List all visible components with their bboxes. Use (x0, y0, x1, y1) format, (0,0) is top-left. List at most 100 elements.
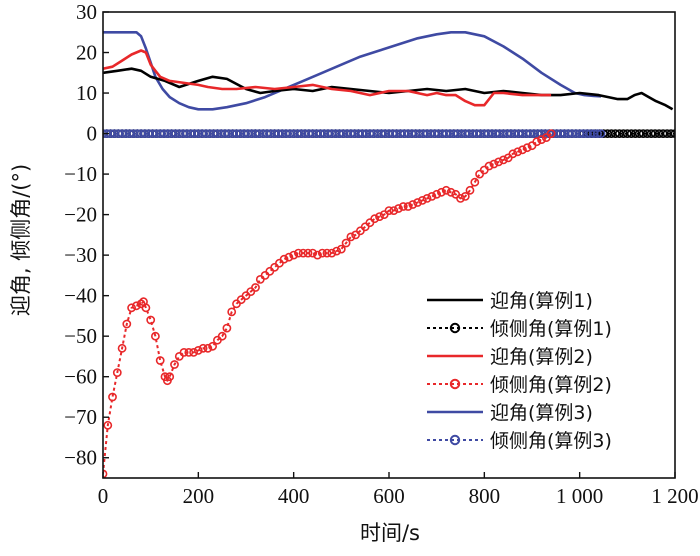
x-tick-label: 200 (183, 484, 215, 508)
series-point (165, 372, 175, 382)
series-point (465, 185, 475, 195)
y-tick-label: 30 (76, 0, 97, 24)
series-point (427, 191, 437, 201)
series-point (670, 129, 675, 138)
series-point (150, 331, 160, 341)
y-tick-label: −60 (64, 365, 97, 389)
x-tick-label: 800 (469, 484, 501, 508)
series-point (327, 248, 337, 258)
series-point (370, 214, 380, 224)
series-point (403, 202, 413, 211)
series-point (456, 193, 465, 203)
series-point (122, 319, 132, 329)
series-point (179, 347, 189, 357)
series-point (593, 129, 602, 138)
legend-label: 迎角(算例3) (490, 402, 593, 424)
series-point (174, 351, 184, 361)
y-tick-label: −30 (64, 243, 97, 267)
series-point (112, 368, 122, 377)
series-point (446, 187, 456, 197)
y-tick-label: −20 (64, 203, 97, 227)
y-tick-label: 0 (87, 122, 98, 146)
series-point (341, 238, 351, 248)
series-point (413, 198, 422, 207)
series-point (284, 252, 294, 262)
series-line (103, 30, 602, 111)
series-point (546, 129, 556, 138)
series-point (389, 206, 399, 215)
series-point (198, 343, 208, 353)
series-line (103, 67, 674, 111)
y-tick-label: −40 (64, 284, 97, 308)
series-point (494, 157, 503, 167)
series-point (375, 212, 384, 221)
series-point (408, 200, 418, 209)
y-tick-label: −70 (64, 405, 97, 429)
series-4 (103, 129, 556, 478)
series-point (484, 161, 494, 171)
legend-marker (449, 322, 461, 334)
series-point (203, 343, 213, 353)
series-point (279, 254, 289, 264)
x-tick-label: 1 000 (556, 484, 603, 508)
series-point (255, 274, 265, 284)
y-tick-label: −80 (64, 446, 97, 470)
series-point (170, 360, 179, 369)
series-point (260, 270, 270, 280)
series-point (193, 345, 203, 355)
series-point (322, 248, 332, 258)
series-point (522, 143, 532, 153)
series-line (103, 132, 552, 474)
x-tick-label: 400 (278, 484, 310, 508)
x-tick-label: 0 (98, 484, 109, 508)
series-point (298, 248, 308, 258)
series-point (189, 347, 198, 357)
series-point (470, 177, 480, 187)
series-point (498, 155, 508, 165)
series-point (155, 356, 165, 365)
series-point (460, 191, 470, 201)
series-point (317, 248, 327, 258)
series-line (103, 49, 552, 107)
series-point (513, 147, 523, 157)
series-point (394, 204, 403, 213)
series-3 (103, 49, 552, 107)
series-point (303, 248, 313, 258)
series-point (127, 303, 136, 313)
legend-label: 迎角(算例1) (490, 290, 593, 312)
series-point (208, 341, 217, 351)
series-5 (103, 30, 602, 111)
series-point (289, 250, 299, 260)
y-tick-label: −10 (64, 162, 97, 186)
series-1 (103, 67, 674, 111)
legend-label: 倾侧角(算例2) (490, 374, 612, 396)
series-point (141, 303, 151, 313)
series-point (184, 347, 194, 357)
series-point (596, 129, 606, 138)
series-point (436, 187, 446, 197)
series-point (131, 301, 141, 311)
series-6 (103, 129, 606, 138)
plot-area (103, 30, 675, 478)
series-point (489, 159, 499, 169)
series-point (384, 206, 394, 215)
series-point (508, 149, 518, 159)
y-tick-label: 20 (76, 41, 97, 65)
series-point (313, 250, 322, 260)
series-point (346, 232, 356, 242)
series-point (479, 165, 489, 175)
series-point (108, 392, 117, 402)
y-axis-label: 迎角, 倾侧角/(°) (9, 164, 33, 316)
series-point (103, 420, 113, 430)
series-point (332, 246, 341, 256)
legend: 迎角(算例1) 倾侧角(算例1) 迎角(算例2) 倾侧角(算例2) 迎角(算例3) 倾侧角… (427, 290, 612, 452)
series-point (336, 244, 346, 254)
legend-marker (449, 378, 461, 390)
series-point (222, 323, 232, 333)
series-point (518, 145, 527, 155)
series-point (217, 331, 227, 341)
series-point (417, 195, 427, 205)
series-point (475, 169, 484, 179)
